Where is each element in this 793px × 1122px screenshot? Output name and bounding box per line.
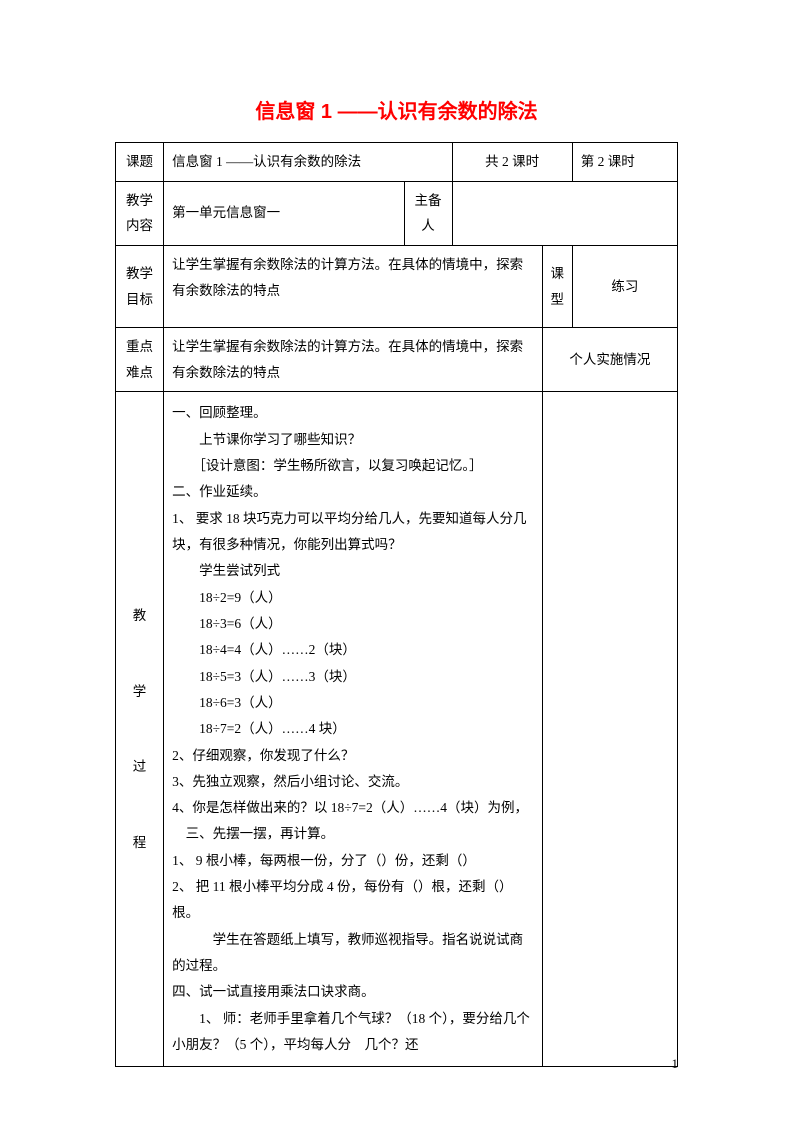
process-line: 2、仔细观察，你发现了什么？ — [172, 743, 534, 769]
process-line: 三、先摆一摆，再计算。 — [172, 821, 534, 847]
process-line: 18÷5=3（人）……3（块） — [172, 664, 534, 690]
table-row: 重点 难点 让学生掌握有余数除法的计算方法。在具体的情境中，探索有余数除法的特点… — [116, 328, 678, 392]
label-objectives: 教学 目标 — [116, 245, 164, 327]
process-line: 3、先独立观察，然后小组讨论、交流。 — [172, 769, 534, 795]
table-row: 课题 信息窗 1 ——认识有余数的除法 共 2 课时 第 2 课时 — [116, 143, 678, 182]
label-lesson-type: 课 型 — [542, 245, 572, 327]
process-line: ［设计意图：学生畅所欲言，以复习唤起记忆。］ — [172, 453, 534, 479]
process-notes — [542, 392, 677, 1067]
process-line: 18÷4=4（人）……2（块） — [172, 637, 534, 663]
process-line: 学生尝试列式 — [172, 558, 534, 584]
lesson-plan-table: 课题 信息窗 1 ——认识有余数的除法 共 2 课时 第 2 课时 教学 内容 … — [115, 142, 678, 1067]
total-periods: 共 2 课时 — [452, 143, 572, 182]
table-row: 教学 内容 第一单元信息窗一 主备人 — [116, 181, 678, 245]
process-line: 18÷2=9（人） — [172, 585, 534, 611]
implementation-label: 个人实施情况 — [542, 328, 677, 392]
process-line: 2、 把 11 根小棒平均分成 4 份，每份有（）根，还剩（）根。 — [172, 874, 534, 927]
table-row: 教 学 过 程 一、回顾整理。 上节课你学习了哪些知识？ ［设计意图：学生畅所欲… — [116, 392, 678, 1067]
process-line: 4、你是怎样做出来的？以 18÷7=2（人）……4（块）为例， — [172, 795, 534, 821]
label-keypoints: 重点 难点 — [116, 328, 164, 392]
process-line: 上节课你学习了哪些知识？ — [172, 427, 534, 453]
process-content: 一、回顾整理。 上节课你学习了哪些知识？ ［设计意图：学生畅所欲言，以复习唤起记… — [164, 392, 543, 1067]
page-title: 信息窗 1 ——认识有余数的除法 — [115, 95, 678, 124]
process-line: 1、 师：老师手里拿着几个气球？（18 个），要分给几个小朋友？（5 个），平均… — [172, 1006, 534, 1059]
process-line: 18÷7=2（人）……4 块） — [172, 716, 534, 742]
process-line: 一、回顾整理。 — [172, 400, 534, 426]
teaching-content-value: 第一单元信息窗一 — [164, 181, 404, 245]
process-line: 1、 9 根小棒，每两根一份，分了（）份，还剩（） — [172, 848, 534, 874]
label-teaching-content: 教学 内容 — [116, 181, 164, 245]
process-line: 18÷3=6（人） — [172, 611, 534, 637]
preparer-value — [452, 181, 677, 245]
objectives-value: 让学生掌握有余数除法的计算方法。在具体的情境中，探索有余数除法的特点 — [164, 245, 543, 327]
table-row: 教学 目标 让学生掌握有余数除法的计算方法。在具体的情境中，探索有余数除法的特点… — [116, 245, 678, 327]
page-number: 1 — [672, 1056, 679, 1072]
lesson-type-value: 练习 — [572, 245, 677, 327]
label-topic: 课题 — [116, 143, 164, 182]
label-preparer: 主备人 — [404, 181, 452, 245]
process-line: 学生在答题纸上填写，教师巡视指导。指名说说试商的过程。 — [172, 927, 534, 980]
process-line: 18÷6=3（人） — [172, 690, 534, 716]
process-line: 四、试一试直接用乘法口诀求商。 — [172, 979, 534, 1005]
process-line: 1、 要求 18 块巧克力可以平均分给几人，先要知道每人分几块，有很多种情况，你… — [172, 506, 534, 559]
process-line: 二、作业延续。 — [172, 479, 534, 505]
topic-value: 信息窗 1 ——认识有余数的除法 — [164, 143, 453, 182]
keypoints-value: 让学生掌握有余数除法的计算方法。在具体的情境中，探索有余数除法的特点 — [164, 328, 543, 392]
period-number: 第 2 课时 — [572, 143, 677, 182]
label-process: 教 学 过 程 — [116, 392, 164, 1067]
